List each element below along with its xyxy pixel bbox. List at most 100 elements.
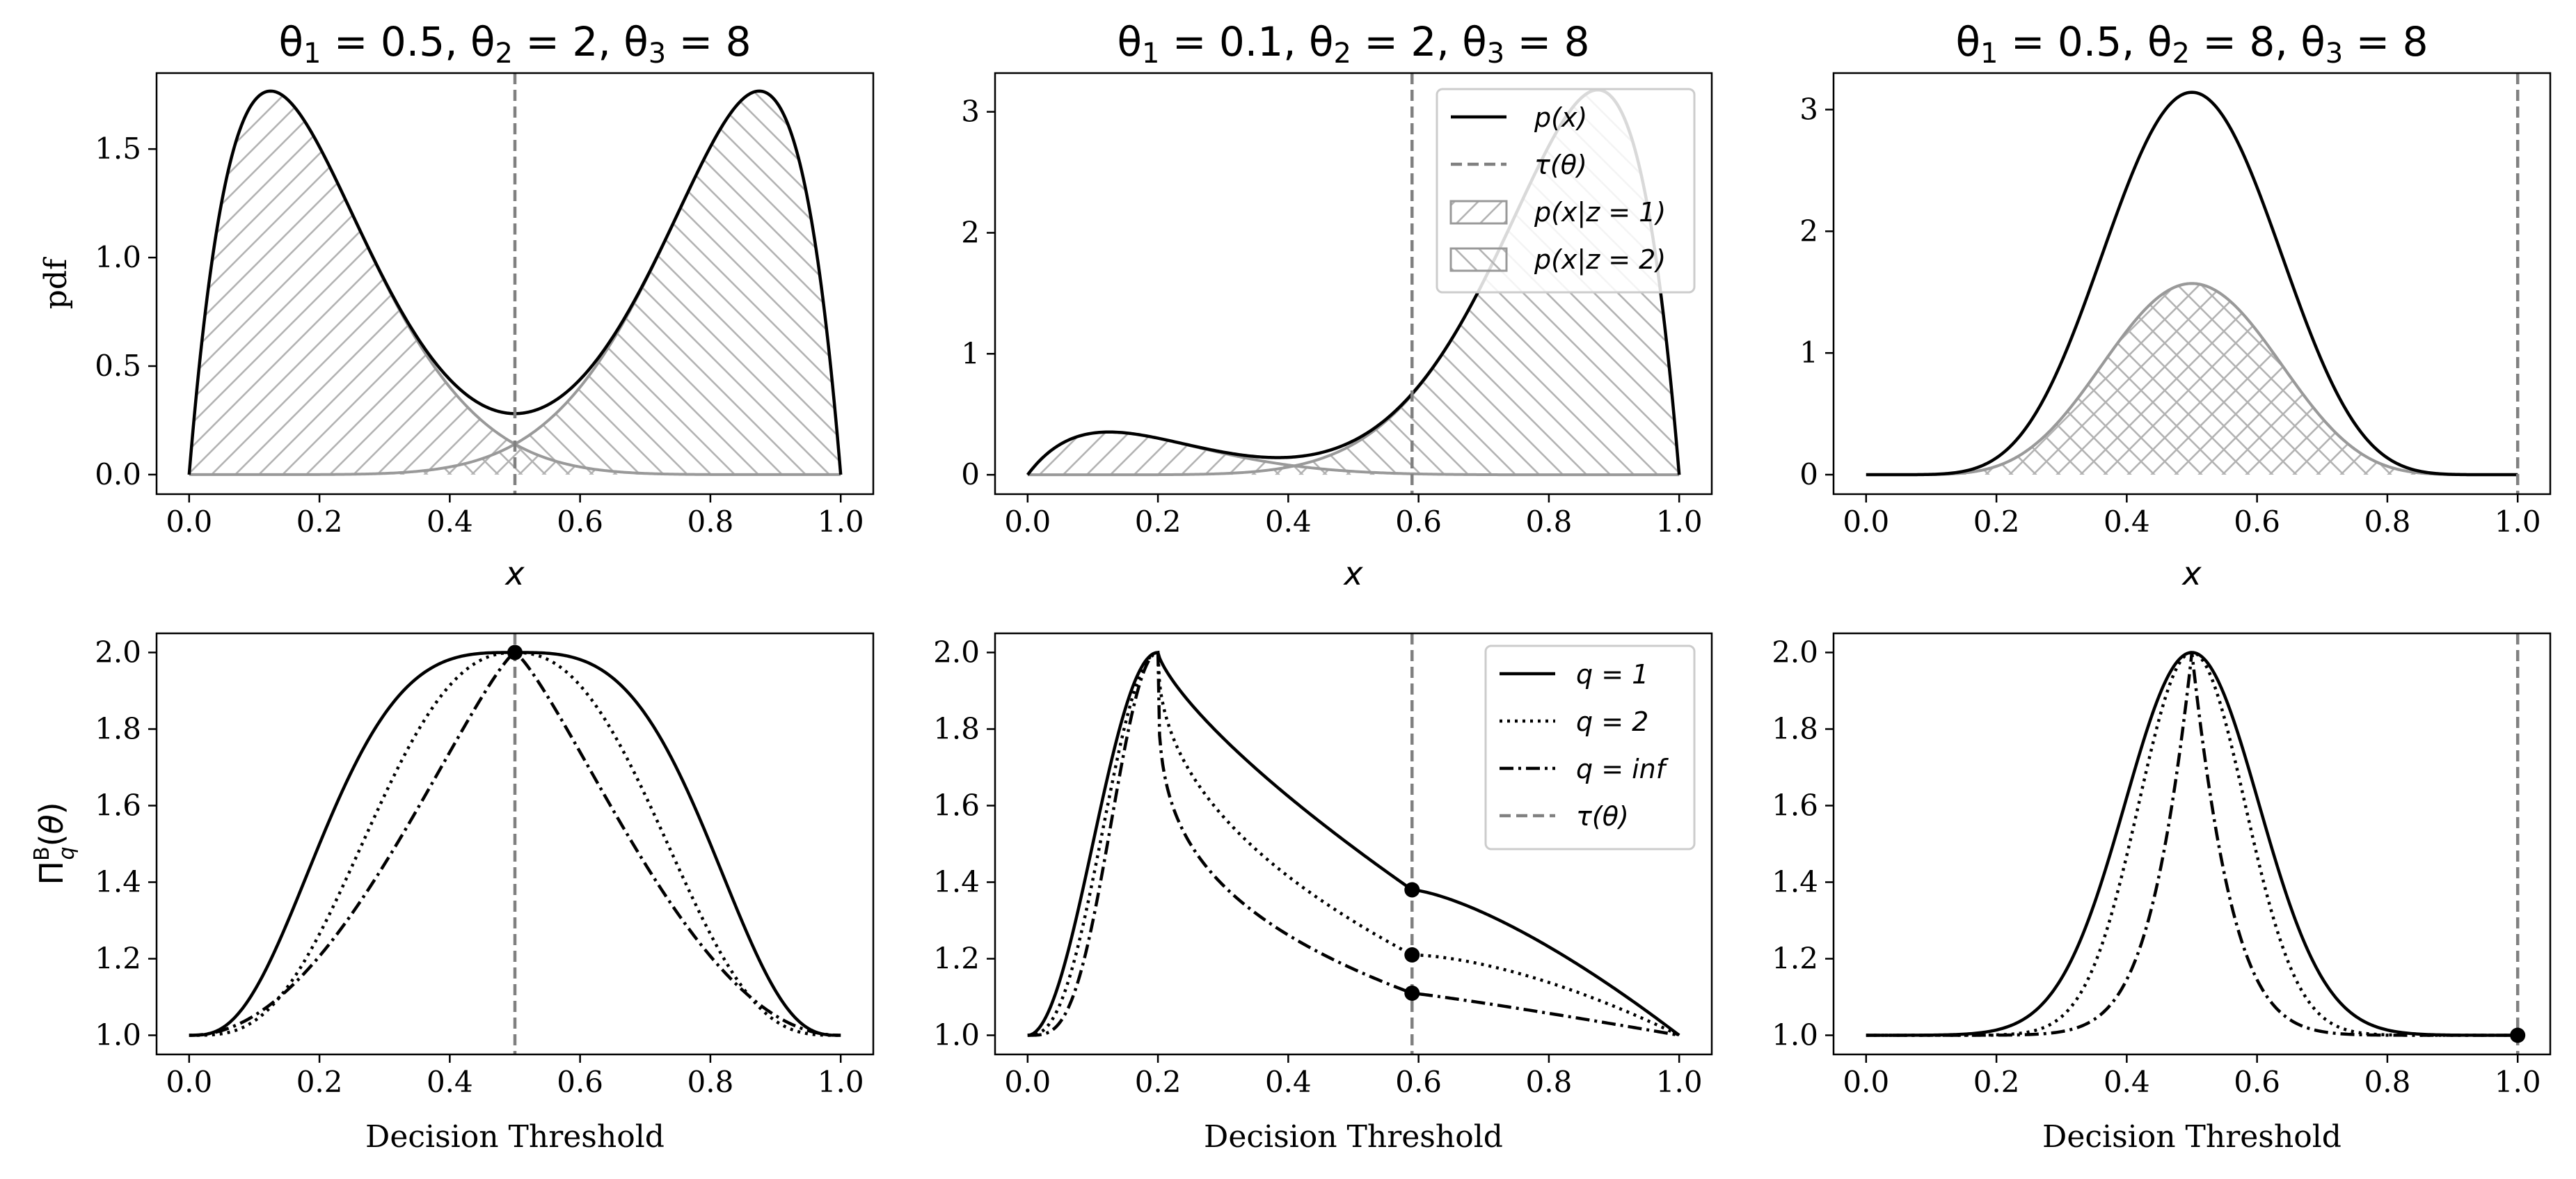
- legend-label-qinf: q = inf: [1576, 754, 1669, 784]
- threshold-marker: [507, 644, 523, 660]
- axes-bottom-middle: 0.0 0.2 0.4 0.6 0.8 1.0 1.0 1.2 1.4 1.6 1.8 2.0: [933, 635, 1702, 1100]
- line-q-2: [189, 651, 841, 1037]
- y-tick-label: 2.0: [1772, 635, 1818, 670]
- x-tick-label: 0.0: [166, 505, 212, 539]
- x-axis-label-bottom-middle: Decision Threshold: [1204, 1119, 1503, 1155]
- frame-top-left: [155, 72, 875, 496]
- y-tick-label: 1.2: [933, 942, 980, 976]
- x-tick-label: 0.0: [1004, 505, 1051, 539]
- x-axis-label-top-middle: x: [1342, 555, 1363, 592]
- x-tick-label: 0.8: [2364, 1065, 2411, 1099]
- legend-label-q2: q = 2: [1576, 706, 1648, 737]
- y-tick-label: 2: [961, 215, 980, 249]
- area-p-x-given-z1: [189, 90, 841, 475]
- axes-top-left: 0.0 0.2 0.4 0.6 0.8 1.0 0.0 0.5 1.0 1.5: [95, 132, 864, 539]
- x-tick-label: 1.0: [818, 1065, 864, 1099]
- x-tick-label: 0.8: [1526, 505, 1573, 539]
- line-q-1: [1027, 651, 1680, 1037]
- line-q-2: [1027, 650, 1680, 1037]
- y-tick-label: 2: [1799, 214, 1818, 248]
- panel-title-top-right: θ1 = 0.5, θ2 = 8, θ3 = 8: [1955, 18, 2428, 70]
- y-tick-label: 1.6: [1772, 789, 1818, 823]
- y-tick-label: 0: [961, 457, 980, 491]
- x-tick-label: 0.2: [1973, 1065, 2020, 1099]
- axes-top-middle: 0.0 0.2 0.4 0.6 0.8 1.0 0 1 2 3: [961, 95, 1702, 539]
- threshold-marker: [1404, 882, 1420, 898]
- threshold-marker: [1404, 947, 1420, 963]
- legend-bottom-middle: q = 1 q = 2 q = inf τ(θ): [1484, 644, 1696, 850]
- x-tick-label: 0.4: [2104, 505, 2150, 539]
- x-tick-label: 0.4: [427, 1065, 473, 1099]
- x-tick-label: 1.0: [2495, 1065, 2541, 1099]
- y-tick-label: 1.8: [95, 712, 141, 746]
- y-axis-label-bottom-left: ΠBq(θ): [30, 802, 79, 885]
- legend-label-px: p(x): [1534, 102, 1587, 133]
- y-tick-label: 1.5: [95, 132, 141, 166]
- legend-label-z2: p(x|z = 2): [1534, 244, 1666, 276]
- y-tick-label: 1.8: [933, 712, 980, 746]
- legend-patch-z2: [1449, 247, 1508, 272]
- y-tick-label: 1.0: [95, 240, 141, 274]
- x-tick-label: 1.0: [1656, 505, 1703, 539]
- threshold-marker: [2510, 1027, 2526, 1043]
- x-tick-label: 0.2: [1973, 505, 2020, 539]
- y-tick-label: 3: [961, 95, 980, 129]
- y-tick-label: 1.6: [95, 789, 141, 823]
- area-p-x-given-z2: [1866, 283, 2518, 475]
- panel-title-top-left: θ1 = 0.5, θ2 = 2, θ3 = 8: [278, 18, 751, 70]
- axes-top-right: 0.0 0.2 0.4 0.6 0.8 1.0 0 1 2 3: [1799, 92, 2541, 539]
- x-tick-label: 0.2: [296, 505, 343, 539]
- x-tick-label: 0.8: [687, 1065, 734, 1099]
- y-tick-label: 1.4: [933, 865, 980, 899]
- area-p-x-given-z1: [1027, 432, 1680, 475]
- x-tick-label: 0.2: [1135, 1065, 1182, 1099]
- y-tick-label: 1.8: [1772, 712, 1818, 746]
- x-tick-label: 0.4: [2104, 1065, 2150, 1099]
- y-tick-label: 1.6: [933, 789, 980, 823]
- y-tick-label: 1: [1799, 335, 1818, 370]
- y-tick-label: 1.0: [933, 1018, 980, 1052]
- x-tick-label: 0.6: [1395, 1065, 1442, 1099]
- legend-patch-z1: [1449, 200, 1508, 225]
- y-tick-label: 3: [1799, 92, 1818, 126]
- y-tick-label: 1.2: [95, 942, 141, 976]
- x-tick-label: 0.6: [2234, 505, 2280, 539]
- y-tick-label: 1.4: [95, 865, 141, 899]
- x-tick-label: 0.0: [1004, 1065, 1051, 1099]
- legend-label-z1: p(x|z = 1): [1534, 197, 1666, 228]
- axes-bottom-left: 0.0 0.2 0.4 0.6 0.8 1.0 1.0 1.2 1.4 1.6 1.8 2.0: [95, 635, 864, 1100]
- y-tick-label: 0: [1799, 457, 1818, 491]
- x-tick-label: 0.0: [166, 1065, 212, 1099]
- line-q-2: [1866, 651, 2518, 1037]
- x-tick-label: 0.8: [2364, 505, 2411, 539]
- x-tick-label: 0.0: [1843, 505, 1889, 539]
- frame-top-middle: [994, 72, 1713, 496]
- y-tick-label: 1.0: [95, 1018, 141, 1052]
- plot-area-top-right: [1866, 73, 2520, 494]
- legend-label-q1: q = 1: [1576, 659, 1648, 690]
- x-tick-label: 0.6: [2234, 1065, 2280, 1099]
- plot-area-top-left: [187, 73, 843, 494]
- x-axis-label-bottom-right: Decision Threshold: [2042, 1119, 2342, 1155]
- x-tick-label: 0.4: [427, 505, 473, 539]
- x-tick-label: 0.6: [557, 505, 603, 539]
- legend-label-tau: τ(θ): [1534, 150, 1587, 180]
- x-axis-label-top-right: x: [2181, 555, 2202, 592]
- x-tick-label: 0.4: [1265, 1065, 1312, 1099]
- line-p-x-given-z2: [1866, 282, 2518, 477]
- x-axis-label-bottom-left: Decision Threshold: [365, 1119, 665, 1155]
- line-q-inf: [1027, 650, 1680, 1037]
- x-tick-label: 0.4: [1265, 505, 1312, 539]
- line-q-inf: [1866, 652, 2518, 1037]
- threshold-marker: [1404, 986, 1420, 1001]
- frame-top-right: [1832, 72, 2552, 496]
- x-tick-label: 0.0: [1843, 1065, 1889, 1099]
- x-axis-label-top-left: x: [504, 555, 525, 592]
- line-q-1: [1866, 651, 2518, 1037]
- plot-area-bottom-middle: [1027, 633, 1680, 1054]
- plot-area-bottom-left: [189, 633, 841, 1054]
- legend-top-middle: p(x) τ(θ) p(x|z = 1) p(x|z = 2): [1436, 88, 1696, 294]
- legend-label-tau-b: τ(θ): [1576, 801, 1629, 832]
- frame-bottom-left: [155, 632, 875, 1056]
